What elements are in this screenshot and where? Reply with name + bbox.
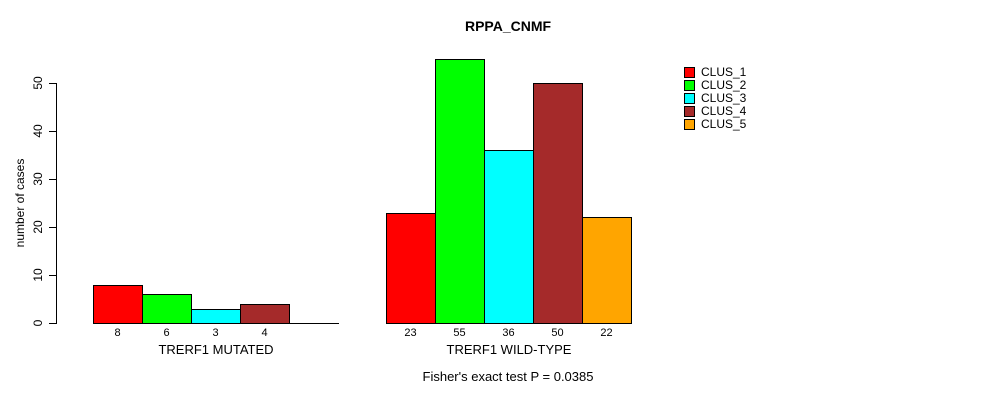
bar-clus_3 xyxy=(484,150,534,324)
bar-value-label: 23 xyxy=(404,327,417,339)
bar-value-label: 36 xyxy=(502,327,515,339)
bar-value-label: 22 xyxy=(600,327,613,339)
legend-swatch-clus_3 xyxy=(684,93,695,104)
bar-value-label: 8 xyxy=(114,327,121,339)
legend-swatch-clus_4 xyxy=(684,106,695,117)
bar-clus_1 xyxy=(93,285,143,324)
bar-clus_2 xyxy=(435,59,485,324)
bar-clus_2 xyxy=(142,294,192,324)
legend-label-clus_2: CLUS_2 xyxy=(701,78,747,92)
bar-clus_5-zero xyxy=(289,323,339,324)
bar-value-label: 3 xyxy=(212,327,219,339)
bar-value-label: 55 xyxy=(453,327,466,339)
y-tick-label: 50 xyxy=(31,76,45,90)
y-tick-label: 40 xyxy=(31,124,45,138)
y-tick-label: 30 xyxy=(31,172,45,186)
y-axis-line xyxy=(56,83,57,324)
bar-value-label: 50 xyxy=(551,327,564,339)
y-tick-mark xyxy=(49,131,56,132)
x-axis-group-label-wild-type: TRERF1 WILD-TYPE xyxy=(446,342,572,357)
y-tick-mark xyxy=(49,323,56,324)
y-tick-mark xyxy=(49,179,56,180)
legend-label-clus_4: CLUS_4 xyxy=(701,104,747,118)
y-tick-mark xyxy=(49,83,56,84)
legend-swatch-clus_5 xyxy=(684,119,695,130)
y-axis-label: number of cases xyxy=(13,158,27,248)
y-tick-label: 20 xyxy=(31,220,45,234)
bar-clus_4 xyxy=(533,83,583,324)
x-axis-group-label-mutated: TRERF1 MUTATED xyxy=(158,342,274,357)
y-tick-mark xyxy=(49,227,56,228)
legend-label-clus_3: CLUS_3 xyxy=(701,91,747,105)
legend-label-clus_1: CLUS_1 xyxy=(701,65,747,79)
legend-label-clus_5: CLUS_5 xyxy=(701,117,747,131)
bar-value-label: 4 xyxy=(261,327,268,339)
legend-swatch-clus_1 xyxy=(684,67,695,78)
annotation-text: Fisher's exact test P = 0.0385 xyxy=(422,369,594,384)
chart-title: RPPA_CNMF xyxy=(464,18,552,34)
bar-clus_4 xyxy=(240,304,290,324)
y-tick-label: 0 xyxy=(31,319,45,327)
bar-value-label: 6 xyxy=(163,327,170,339)
y-tick-label: 10 xyxy=(31,268,45,282)
legend-swatch-clus_2 xyxy=(684,80,695,91)
bar-clus_3 xyxy=(191,309,241,324)
bar-clus_1 xyxy=(386,213,436,324)
bar-clus_5 xyxy=(582,217,632,324)
y-tick-mark xyxy=(49,275,56,276)
